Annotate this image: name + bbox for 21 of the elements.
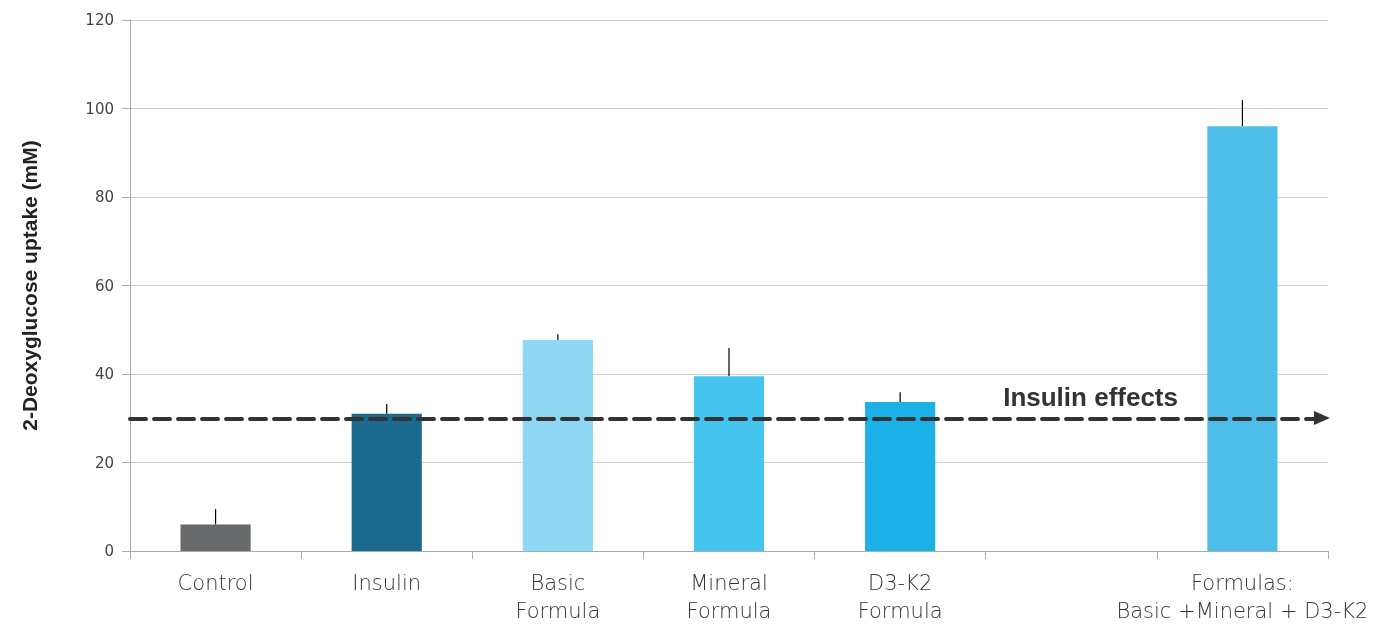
y-tick-label: 20 bbox=[94, 453, 114, 472]
x-tick-label: Mineral Formula bbox=[686, 571, 772, 623]
y-tick-label: 40 bbox=[94, 365, 114, 383]
bar bbox=[522, 339, 593, 551]
bar bbox=[865, 401, 936, 551]
y-axis-title: 2-Deoxyglucose uptake (mM) bbox=[18, 140, 41, 431]
y-tick-label: 100 bbox=[85, 99, 114, 118]
ref-line-label: Insulin effects bbox=[1003, 382, 1178, 413]
x-tick-label: Control bbox=[177, 571, 254, 595]
y-tick-label: 80 bbox=[94, 188, 114, 206]
bar bbox=[351, 413, 422, 551]
x-tick-label: Insulin bbox=[352, 571, 422, 595]
x-tick-label: Basic Formula bbox=[515, 571, 601, 623]
bar bbox=[693, 376, 765, 551]
bar bbox=[180, 524, 251, 551]
x-tick-label: Formulas: Basic +Mineral + D3-K2 bbox=[1116, 571, 1369, 623]
x-tick-label: D3-K2 Formula bbox=[857, 571, 943, 623]
y-tick-label: 60 bbox=[94, 276, 114, 295]
y-tick-label: 0 bbox=[104, 542, 114, 560]
y-tick-label: 120 bbox=[85, 11, 114, 29]
bar bbox=[1207, 126, 1278, 551]
